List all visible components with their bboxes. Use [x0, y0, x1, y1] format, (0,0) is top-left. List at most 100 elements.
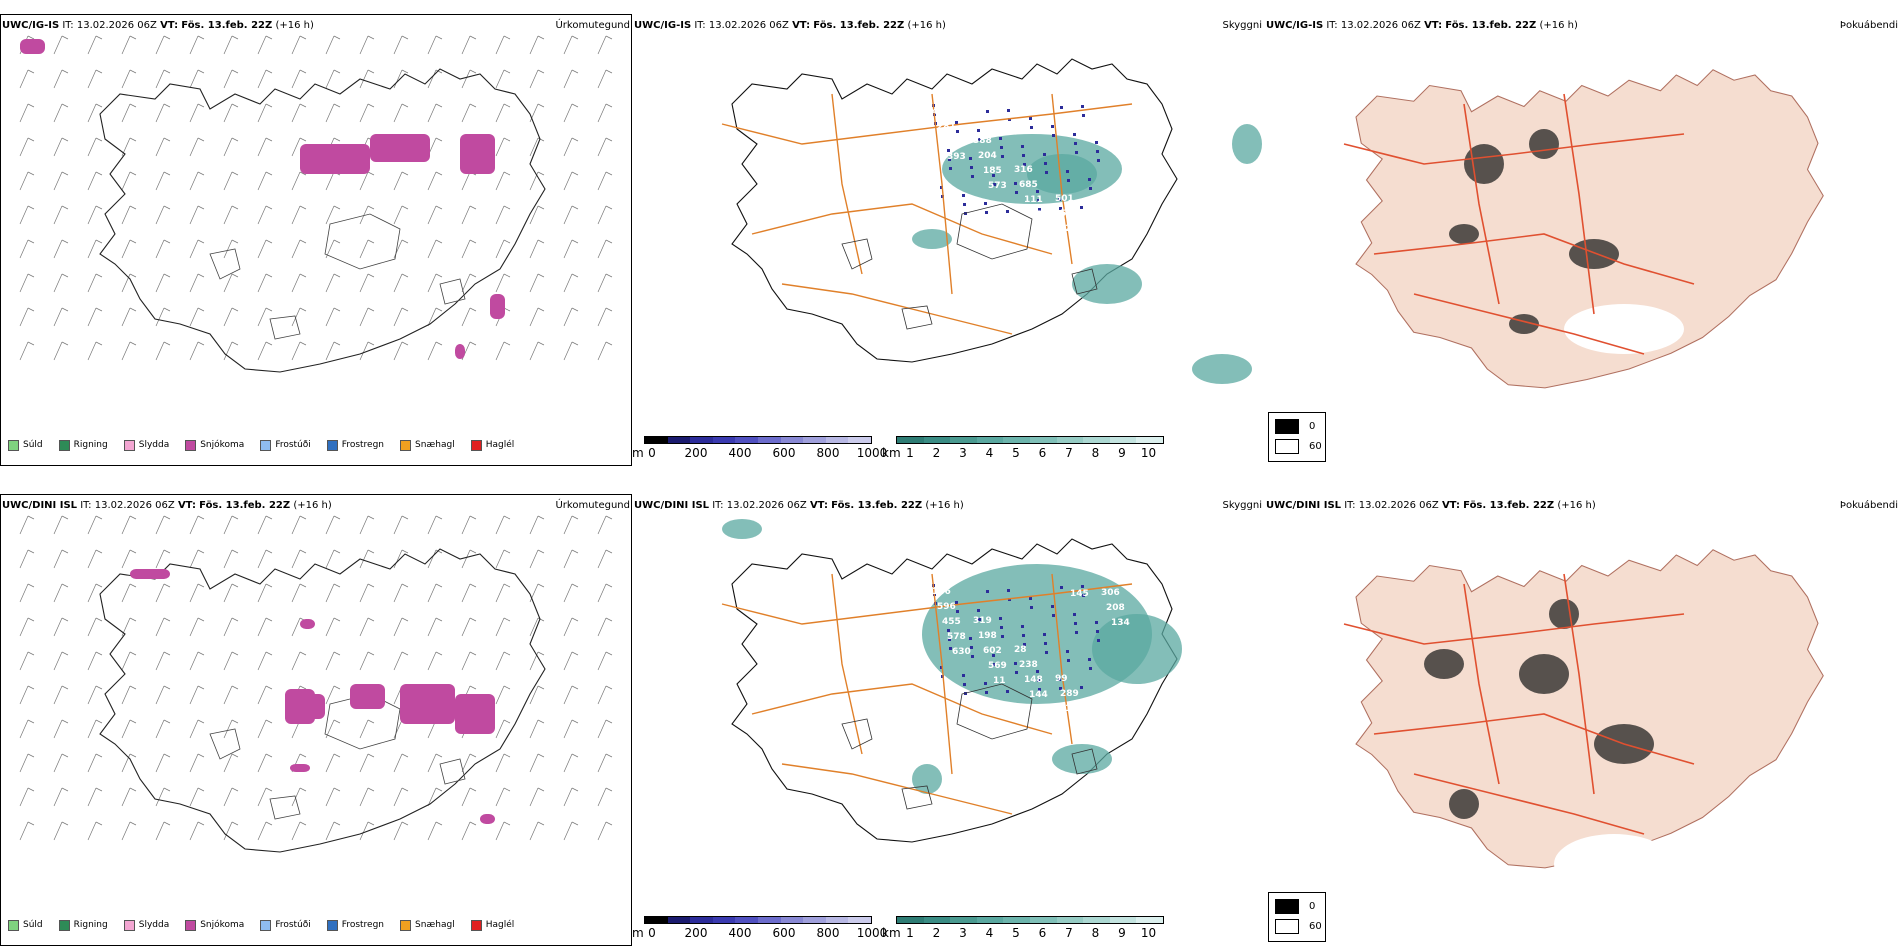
- colorbar-unit: m: [632, 926, 644, 940]
- vt-label: VT:: [160, 20, 179, 31]
- fog-low-area: [1564, 304, 1684, 354]
- vt-value: Fös. 13.feb. 22Z: [1463, 500, 1555, 511]
- colorbar-segment: [1083, 437, 1110, 443]
- snow-area: [300, 144, 370, 174]
- legend-swatch: [58, 439, 70, 451]
- legend-swatch: [123, 919, 135, 931]
- snow-area: [480, 814, 495, 824]
- colorbar-tick: 7: [1065, 926, 1073, 940]
- cloud-base-label: 569: [988, 661, 1007, 671]
- colorbar-tick: 4: [985, 446, 994, 460]
- precip-legend-item: Frostúði: [260, 439, 311, 451]
- colorbar-segment: [1003, 917, 1030, 923]
- colorbar-tick: 1000: [856, 446, 888, 460]
- iceland-coastline: [731, 58, 1178, 363]
- glacier-outline: [269, 315, 301, 340]
- panel-header: UWC/DINI ISL IT: 13.02.2026 06Z VT: Fös.…: [2, 500, 630, 514]
- cloud-base-dots: [932, 104, 1100, 215]
- cloud-area: [722, 519, 762, 539]
- snow-area: [460, 134, 495, 174]
- glacier-outline: [841, 238, 873, 270]
- fog-high-area: [1449, 789, 1479, 819]
- cloudbase-colorbar: m 0 200 400 600 800 1000: [632, 436, 932, 466]
- colorbar-segment: [1029, 917, 1057, 923]
- cloud-base-label: 319: [973, 616, 992, 626]
- cloud-base-label: 145: [1070, 589, 1089, 599]
- colorbar-tick: 600: [772, 926, 796, 940]
- legend-label: Haglél: [485, 440, 515, 450]
- model-name: UWC/IG-IS: [1266, 20, 1324, 31]
- colorbar-tick: 600: [772, 446, 796, 460]
- map-frame: [0, 494, 632, 946]
- fog-high-area: [1464, 144, 1504, 184]
- precip-legend-item: Snæhagl: [400, 439, 455, 451]
- fog-index-map: [1343, 549, 1824, 894]
- colorbar-segment: [1056, 917, 1084, 923]
- precip-legend-item: Frostúði: [260, 919, 311, 931]
- model-name: UWC/IG-IS: [634, 20, 692, 31]
- colorbar-unit: m: [632, 446, 644, 460]
- glacier-outline: [1071, 748, 1098, 775]
- panel-header: UWC/DINI ISL IT: 13.02.2026 06Z VT: Fös.…: [1266, 500, 1898, 514]
- colorbar-tick: 4: [985, 926, 994, 940]
- colorbar-segment: [645, 917, 668, 923]
- colorbar-segment: [923, 917, 951, 923]
- colorbar-segment: [1083, 917, 1110, 923]
- colorbar-tick: 400: [728, 926, 752, 940]
- it-label: IT:: [62, 20, 74, 31]
- colorbar-segment: [712, 917, 736, 923]
- model-name: UWC/DINI ISL: [2, 500, 78, 511]
- iceland-coastline: [99, 548, 546, 853]
- it-value: 13.02.2026 06Z: [1340, 20, 1421, 31]
- model-name: UWC/DINI ISL: [1266, 500, 1342, 511]
- panel-title: Skyggni: [1222, 500, 1262, 511]
- legend-swatch: [470, 919, 482, 931]
- colorbar-segment: [757, 437, 781, 443]
- legend-label: Súld: [23, 440, 43, 450]
- legend-label: Snæhagl: [415, 440, 455, 450]
- colorbar-tick: 9: [1118, 926, 1126, 940]
- colorbar-segment: [848, 437, 871, 443]
- colorbar-segment: [690, 437, 713, 443]
- cloud-base-label: 602: [983, 646, 1002, 656]
- colorbar-tick: 2: [932, 926, 941, 940]
- vt-label: VT:: [1424, 20, 1443, 31]
- colorbar-tick: 800: [816, 926, 840, 940]
- glacier-outline: [901, 785, 933, 810]
- vt-label: VT:: [809, 500, 828, 511]
- precip-type-panel: UWC/DINI ISL IT: 13.02.2026 06Z VT: Fös.…: [0, 480, 632, 950]
- colorbar-segment: [1109, 917, 1137, 923]
- cloud-base-label: 530: [1060, 209, 1079, 219]
- snow-area: [300, 694, 325, 719]
- colorbar-segment: [803, 917, 826, 923]
- precip-legend-item: Snjókoma: [185, 919, 244, 931]
- colorbar-segment: [897, 437, 924, 443]
- snow-area: [20, 39, 45, 54]
- cloud-base-label: 685: [1019, 180, 1038, 190]
- colorbar-segment: [690, 917, 713, 923]
- fog-legend-label: 0: [1309, 901, 1316, 912]
- fog-index-panel: UWC/DINI ISL IT: 13.02.2026 06Z VT: Fös.…: [1264, 480, 1900, 950]
- cloud-base-label: 455: [942, 617, 961, 627]
- cloud-base-label: 316: [1014, 165, 1033, 175]
- cloud-base-label: 298: [1096, 223, 1115, 233]
- cloud-base-label: 11: [993, 676, 1006, 686]
- legend-swatch: [400, 439, 412, 451]
- iceland-coastline: [99, 68, 546, 373]
- colorbar-tick: 3: [959, 446, 967, 460]
- colorbar-tick: 0: [648, 926, 656, 940]
- visibility-panel: UWC/IG-IS IT: 13.02.2026 06Z VT: Fös. 13…: [632, 0, 1264, 470]
- glacier-outline: [1071, 268, 1098, 295]
- legend-swatch: [470, 439, 482, 451]
- cloud-base-label: 501: [1055, 194, 1074, 204]
- panel-title: Úrkomutegund: [555, 500, 630, 511]
- fog-legend-swatch: [1275, 899, 1299, 914]
- legend-label: Snjókoma: [200, 440, 245, 450]
- it-label: IT:: [1344, 500, 1356, 511]
- cloud-area: [1072, 264, 1142, 304]
- vt-label: VT:: [177, 500, 196, 511]
- it-label: IT:: [80, 500, 92, 511]
- precip-map: [19, 515, 613, 853]
- roads: [1343, 573, 1695, 835]
- cloud-base-label: 578: [947, 632, 966, 642]
